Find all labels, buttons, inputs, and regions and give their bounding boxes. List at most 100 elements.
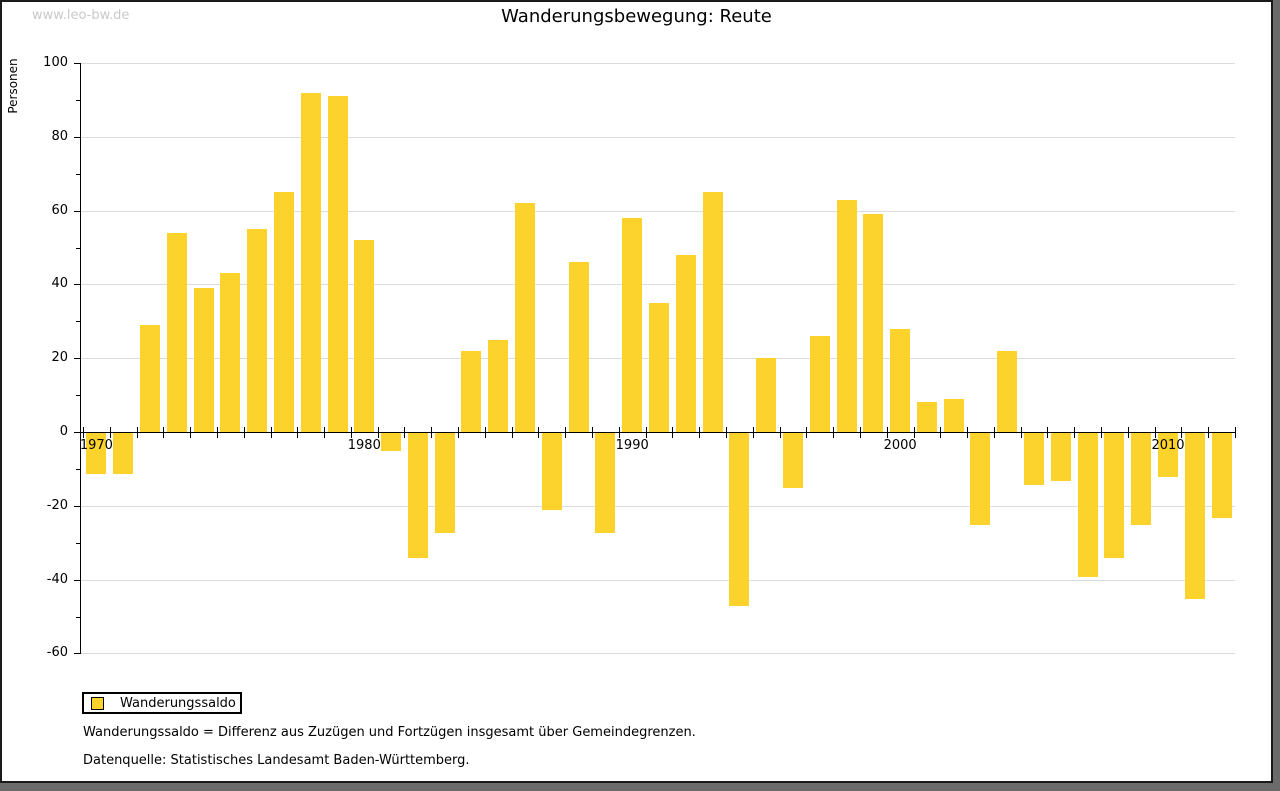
y-minor-tick-10: [76, 395, 80, 397]
x-tick-11: [377, 427, 379, 438]
x-tick-8: [297, 427, 299, 438]
x-tick-0: [83, 427, 84, 438]
x-tick-37: [1074, 427, 1076, 438]
x-tick-39: [1127, 427, 1129, 438]
bar-1982: [407, 433, 428, 559]
x-tick-33: [967, 427, 969, 438]
x-tick-2: [136, 427, 138, 438]
bar-1988: [568, 262, 589, 432]
y-major-tick-0: [74, 432, 80, 433]
x-tick-4: [190, 427, 192, 438]
bar-1972: [139, 324, 160, 432]
gridline-y--60: [80, 653, 1235, 655]
x-tick-label-2010: 2010: [1151, 438, 1185, 453]
gridline-y-40: [80, 284, 1235, 286]
bar-1994: [729, 433, 750, 607]
bar-1993: [702, 192, 723, 432]
x-axis-line: [80, 432, 1235, 433]
bar-1997: [809, 336, 830, 432]
legend-label: Wanderungssaldo: [120, 695, 236, 711]
x-tick-18: [565, 427, 567, 438]
x-tick-3: [163, 427, 165, 438]
bar-1979: [327, 96, 348, 432]
y-minor-tick-70: [76, 173, 80, 175]
y-tick-label-20: 20: [51, 350, 68, 366]
bar-1992: [675, 254, 696, 432]
x-tick-5: [216, 427, 218, 438]
bar-1991: [649, 302, 669, 432]
gridline-y--20: [80, 505, 1235, 507]
bar-2002: [943, 398, 964, 432]
bar-1978: [300, 92, 321, 432]
y-tick-label-0: 0: [59, 424, 68, 439]
bar-1983: [434, 433, 455, 533]
y-tick-label-40: 40: [51, 276, 68, 292]
y-major-tick-20: [74, 358, 80, 360]
y-major-tick-100: [74, 63, 80, 64]
y-tick-label--60: -60: [46, 645, 68, 661]
x-tick-28: [833, 427, 835, 438]
x-tick-label-2000: 2000: [883, 438, 917, 453]
bar-2004: [997, 350, 1018, 432]
x-tick-label-1990: 1990: [615, 438, 649, 453]
y-tick-label--20: -20: [46, 497, 68, 513]
x-tick-14: [458, 427, 460, 438]
x-tick-16: [511, 427, 513, 438]
y-major-tick--40: [74, 579, 80, 581]
bar-1977: [273, 192, 294, 432]
x-tick-43: [1235, 427, 1236, 438]
watermark: www.leo-bw.de: [32, 8, 130, 23]
bar-1999: [863, 214, 884, 432]
gridline-y-60: [80, 210, 1235, 212]
x-tick-35: [1020, 427, 1022, 438]
page-title: Wanderungsbewegung: Reute: [501, 6, 772, 27]
x-tick-30: [886, 427, 888, 438]
x-tick-21: [645, 427, 647, 438]
bar-2007: [1077, 433, 1098, 577]
bar-1981: [381, 433, 402, 452]
y-tick-label-100: 100: [43, 55, 68, 70]
x-tick-36: [1047, 427, 1049, 438]
x-tick-40: [1154, 427, 1156, 438]
bar-1980: [354, 240, 375, 432]
bar-2000: [890, 328, 911, 432]
y-minor-tick-30: [76, 321, 80, 323]
y-major-tick-80: [74, 136, 80, 138]
bar-2001: [916, 402, 937, 432]
x-tick-10: [350, 427, 352, 438]
gridline-y-80: [80, 136, 1235, 138]
x-tick-25: [752, 427, 754, 438]
gridline-y--40: [80, 579, 1235, 581]
bar-2012: [1211, 433, 1232, 518]
bar-1973: [166, 232, 187, 432]
bar-2005: [1024, 433, 1045, 485]
x-tick-23: [699, 427, 701, 438]
bar-2008: [1104, 433, 1125, 559]
x-tick-13: [431, 427, 433, 438]
x-tick-32: [940, 427, 942, 438]
bar-1975: [220, 273, 241, 432]
y-minor-tick-50: [76, 247, 80, 249]
x-tick-26: [779, 427, 781, 438]
legend-box: Wanderungssaldo: [82, 692, 242, 714]
x-tick-24: [725, 427, 727, 438]
bar-1990: [622, 217, 643, 432]
x-tick-label-1980: 1980: [347, 438, 381, 453]
bar-2010: [1158, 433, 1179, 478]
y-tick-label--40: -40: [46, 571, 68, 587]
bar-1989: [595, 433, 616, 533]
x-tick-9: [324, 427, 326, 438]
bar-1974: [193, 288, 214, 432]
y-major-tick--60: [74, 653, 80, 655]
y-axis-line: [80, 63, 81, 655]
y-minor-tick--50: [76, 616, 80, 618]
x-tick-31: [913, 427, 915, 438]
bar-1984: [461, 350, 482, 432]
bar-1998: [836, 199, 857, 432]
gridline-y-100: [80, 63, 1235, 64]
y-major-tick-60: [74, 210, 80, 212]
bar-1987: [541, 433, 562, 511]
y-minor-tick--10: [76, 468, 80, 470]
y-axis-title: Personen: [6, 58, 20, 114]
